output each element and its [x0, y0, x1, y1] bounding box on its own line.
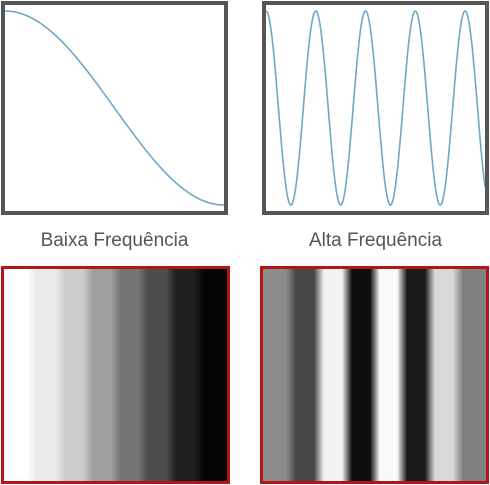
high-frequency-stripe — [318, 269, 347, 481]
high-frequency-stripe — [290, 269, 319, 481]
low-frequency-stripe — [199, 269, 227, 481]
high-frequency-stripes — [260, 266, 489, 484]
low-frequency-stripe — [171, 269, 200, 481]
low-frequency-stripe — [4, 269, 32, 481]
high-frequency-stripe — [430, 269, 459, 481]
low-frequency-plot — [1, 1, 228, 215]
high-frequency-stripe — [346, 269, 375, 481]
low-frequency-stripe — [143, 269, 172, 481]
low-frequency-stripe — [115, 269, 144, 481]
low-frequency-stripe — [59, 269, 88, 481]
low-frequency-stripe — [87, 269, 116, 481]
high-frequency-label: Alta Frequência — [308, 230, 443, 251]
high-frequency-stripe — [402, 269, 431, 481]
low-frequency-wave-svg — [5, 10, 224, 206]
low-frequency-stripe — [31, 269, 60, 481]
high-frequency-wave — [266, 10, 485, 206]
high-frequency-stripe — [374, 269, 403, 481]
high-frequency-plot — [262, 1, 489, 215]
high-frequency-stripe — [263, 269, 291, 481]
low-frequency-stripes — [1, 266, 230, 484]
high-frequency-stripe — [458, 269, 486, 481]
high-frequency-wave-svg — [266, 10, 485, 206]
low-frequency-label: Baixa Frequência — [40, 230, 189, 251]
low-frequency-wave — [5, 10, 224, 206]
